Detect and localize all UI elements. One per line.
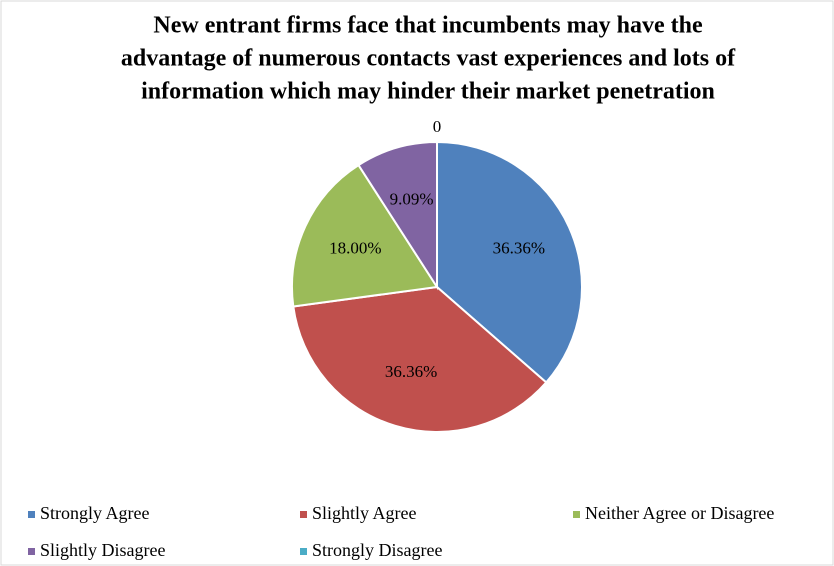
chart-title: New entrant firms face that incumbents m… (153, 13, 703, 39)
data-label: 18.00% (329, 238, 381, 257)
legend-label: Slightly Disagree (40, 540, 165, 560)
pie-slice (436, 140, 583, 384)
legend-marker (300, 511, 307, 518)
pie-slice (357, 140, 438, 291)
data-label: 9.09% (390, 190, 434, 209)
data-label: 36.36% (493, 239, 545, 258)
legend-marker (28, 511, 35, 518)
pie-slice (291, 163, 439, 308)
legend-marker (573, 511, 580, 518)
legend-label: Strongly Agree (40, 503, 150, 523)
chart-title: information which may hinder their marke… (141, 79, 715, 105)
legend-marker (300, 548, 307, 555)
legend-marker (28, 548, 35, 555)
legend-label: Neither Agree or Disagree (585, 503, 774, 523)
legend-label: Slightly Agree (312, 503, 417, 523)
data-label: 0 (433, 117, 442, 136)
pie-slice (292, 285, 548, 433)
legend-label: Strongly Disagree (312, 540, 442, 560)
chart-title: advantage of numerous contacts vast expe… (121, 46, 736, 72)
data-label: 36.36% (385, 362, 437, 381)
